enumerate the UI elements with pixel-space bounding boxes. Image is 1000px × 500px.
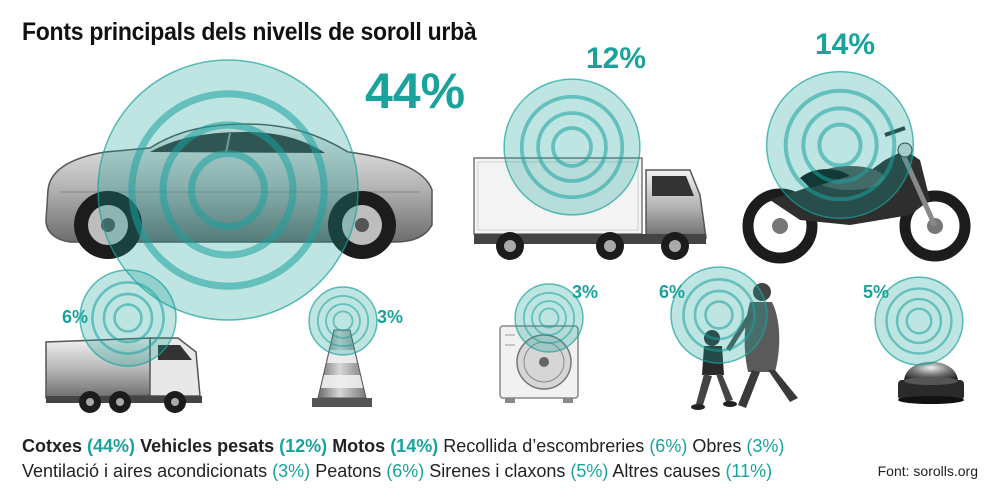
legend-value: (11%): [725, 461, 773, 481]
legend-label: Motos: [332, 436, 391, 456]
legend-item: Sirenes i claxons (5%): [429, 461, 608, 481]
legend-value: (44%): [87, 436, 136, 456]
legend-item: Vehicles pesats (12%): [140, 436, 327, 456]
legend-item: Recollida d’escombreries (6%): [443, 436, 687, 456]
siren-icon: [898, 361, 964, 404]
legend-item: Peatons (6%): [315, 461, 424, 481]
legend-item: Ventilació i aires acondicionats (3%): [22, 461, 310, 481]
legend-value: (3%): [272, 461, 311, 481]
value-label-motorcycle: 14%: [815, 28, 875, 61]
legend-label: Altres causes: [612, 461, 726, 481]
noise-ring-car: [97, 59, 359, 321]
legend-value: (3%): [746, 436, 785, 456]
value-label-garbage-truck: 6%: [62, 307, 88, 327]
source-credit: Font: sorolls.org: [877, 463, 978, 479]
legend-value: (6%): [386, 461, 425, 481]
legend-label: Recollida d’escombreries: [443, 436, 650, 456]
noise-ring-garbage-truck: [79, 269, 177, 367]
truck-icon: [473, 157, 707, 260]
legend-item: Motos (14%): [332, 436, 438, 456]
noise-ring-truck: [503, 78, 641, 216]
chart-title: Fonts principals dels nivells de soroll …: [22, 18, 477, 46]
value-label-pedestrians: 6%: [659, 282, 685, 302]
legend-value: (14%): [390, 436, 439, 456]
value-label-air-conditioner: 3%: [572, 282, 598, 302]
legend-item: Altres causes (11%): [612, 461, 772, 481]
legend-value: (6%): [649, 436, 688, 456]
legend-label: Obres: [692, 436, 747, 456]
value-label-siren: 5%: [863, 282, 889, 302]
legend-value: (5%): [570, 461, 609, 481]
value-label-car: 44%: [365, 63, 465, 119]
legend-label: Vehicles pesats: [140, 436, 280, 456]
legend-item: Obres (3%): [692, 436, 784, 456]
noise-ring-air-conditioner: [514, 283, 584, 353]
legend-value: (12%): [279, 436, 328, 456]
legend: Cotxes (44%) Vehicles pesats (12%) Motos…: [22, 434, 882, 484]
noise-ring-traffic-cone: [308, 286, 378, 356]
legend-label: Ventilació i aires acondicionats: [22, 461, 273, 481]
air-conditioner-icon: [499, 325, 579, 403]
noise-ring-pedestrians: [670, 266, 768, 364]
value-label-traffic-cone: 3%: [377, 307, 403, 327]
legend-label: Sirenes i claxons: [429, 461, 571, 481]
legend-label: Cotxes: [22, 436, 88, 456]
legend-item: Cotxes (44%): [22, 436, 135, 456]
noise-ring-siren: [874, 276, 964, 366]
value-label-truck: 12%: [586, 42, 646, 75]
noise-ring-motorcycle: [765, 70, 915, 220]
legend-label: Peatons: [315, 461, 387, 481]
